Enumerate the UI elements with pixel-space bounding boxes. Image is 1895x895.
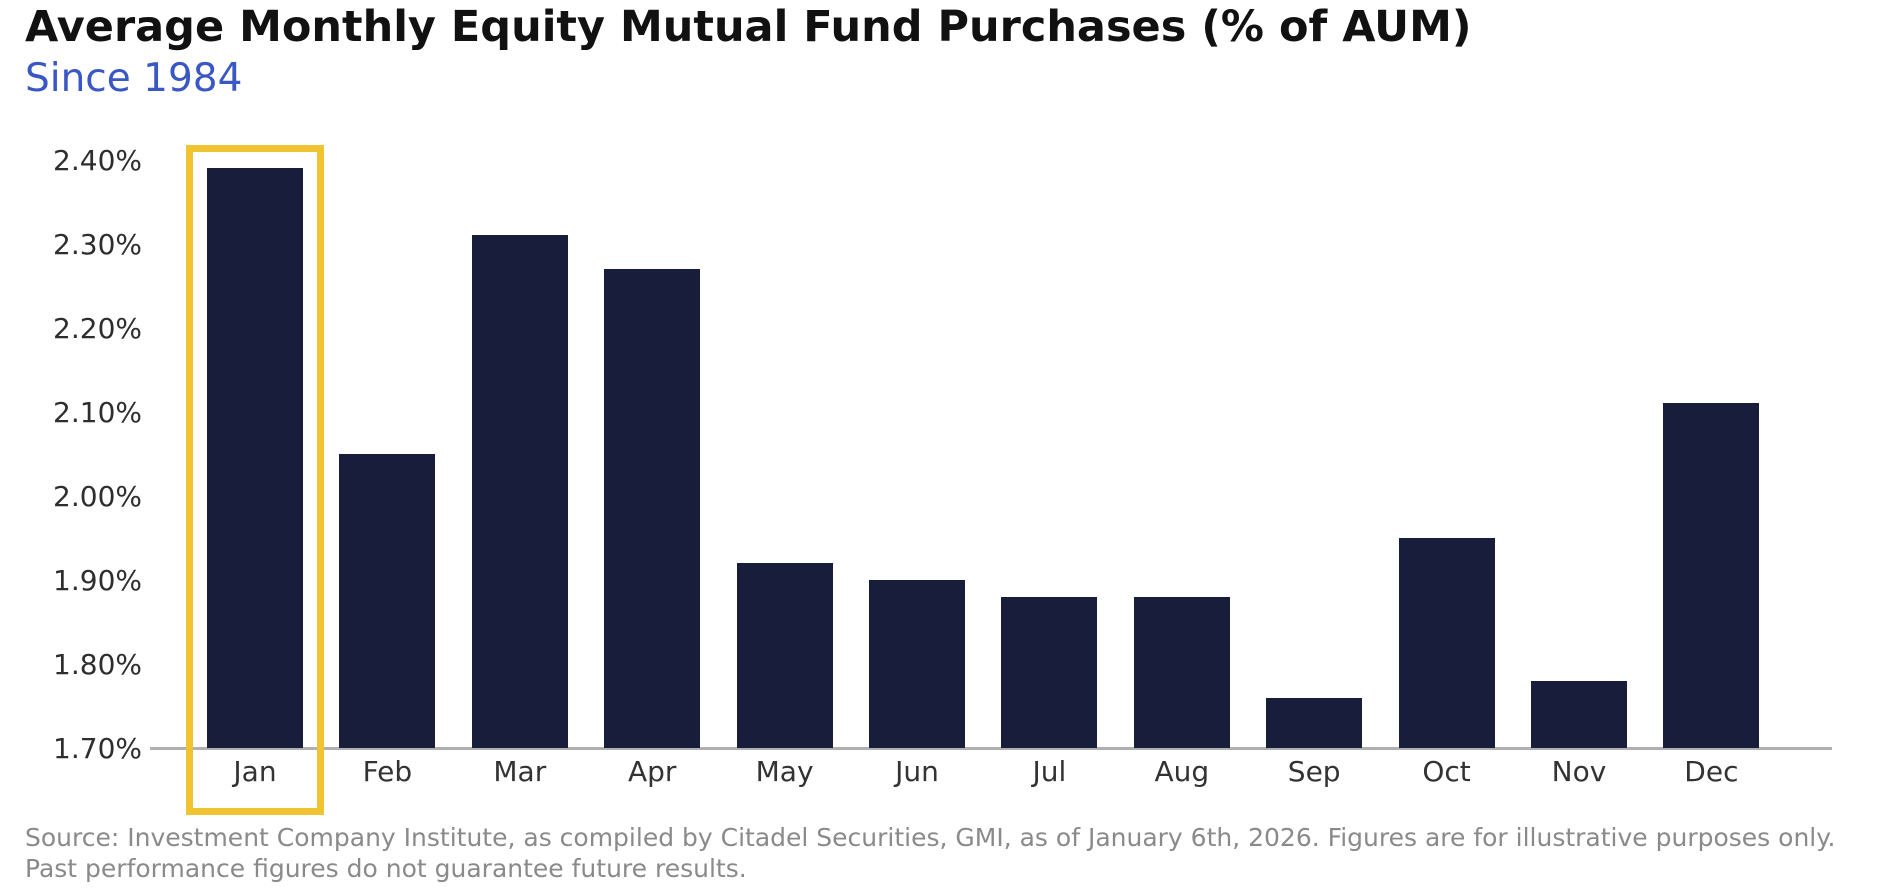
source-note-line2: Past performance figures do not guarante… [25, 854, 747, 883]
x-axis-label-nov: Nov [1551, 755, 1607, 788]
x-axis-label-sep: Sep [1287, 755, 1341, 788]
highlight-box-jan [186, 145, 324, 815]
x-axis-label-jan: Jan [233, 755, 277, 788]
bar-aug [1133, 596, 1230, 748]
y-axis-tick-2.00%: 2.00% [53, 479, 142, 513]
bar-jun [869, 579, 965, 748]
bar-sep [1266, 697, 1363, 748]
bar-nov [1531, 680, 1627, 748]
source-note-line1: Source: Investment Company Institute, as… [25, 823, 1836, 852]
chart-title: Average Monthly Equity Mutual Fund Purch… [25, 2, 1472, 52]
x-axis-label-apr: Apr [627, 755, 677, 788]
bar-apr [604, 268, 701, 748]
x-axis-label-aug: Aug [1154, 755, 1210, 788]
bar-may [736, 563, 833, 748]
x-axis-label-oct: Oct [1422, 755, 1471, 788]
x-axis-label-mar: Mar [493, 755, 547, 788]
bar-mar [471, 235, 568, 748]
x-axis-label-feb: Feb [362, 755, 413, 788]
chart-subtitle: Since 1984 [25, 56, 243, 101]
bar-feb [339, 453, 436, 748]
y-axis-tick-2.20%: 2.20% [53, 311, 142, 345]
bar-dec [1663, 403, 1760, 748]
y-axis-tick-1.70%: 1.70% [53, 732, 142, 765]
x-axis-label-jun: Jun [895, 755, 939, 788]
y-axis-tick-2.30%: 2.30% [53, 227, 142, 261]
x-axis-label-jul: Jul [1032, 755, 1067, 788]
x-axis-line [150, 747, 1832, 750]
bar-oct [1398, 537, 1495, 748]
y-axis-tick-2.10%: 2.10% [53, 395, 142, 429]
y-axis-tick-2.40%: 2.40% [53, 143, 142, 177]
y-axis-tick-1.90%: 1.90% [53, 563, 142, 597]
bar-jan [207, 168, 303, 748]
x-axis-label-dec: Dec [1684, 755, 1739, 788]
bar-jul [1001, 596, 1098, 748]
x-axis-label-may: May [755, 755, 814, 788]
y-axis-tick-1.80%: 1.80% [53, 647, 142, 681]
